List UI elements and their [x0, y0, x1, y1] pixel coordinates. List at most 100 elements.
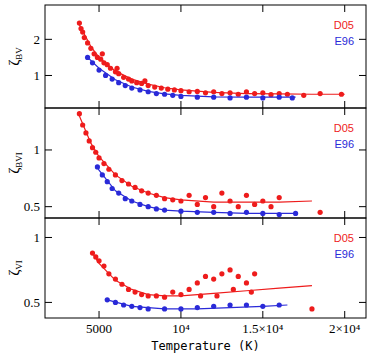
x-tick: [180, 108, 181, 115]
y-tick: [359, 237, 366, 238]
y-axis-label: ζBVI: [6, 152, 24, 174]
data-point: [244, 210, 249, 215]
data-point: [219, 91, 224, 96]
x-tick: [344, 5, 345, 12]
y-tick: [359, 39, 366, 40]
data-point: [195, 202, 200, 207]
x-axis-label: Temperature (K): [151, 339, 259, 353]
x-tick: [180, 5, 181, 12]
data-point: [301, 93, 306, 98]
x-tick: [180, 218, 181, 225]
y-tick-label: 1: [34, 68, 41, 83]
data-point: [277, 195, 282, 200]
data-point: [211, 276, 216, 281]
data-point: [309, 306, 314, 311]
data-point: [252, 271, 257, 276]
plot-frame: [45, 5, 366, 108]
y-tick-label: 1: [34, 142, 41, 157]
data-point: [236, 204, 241, 209]
data-point: [187, 193, 192, 198]
y-label-subscript: BV: [14, 47, 24, 60]
panel: 1 2 ζBV D05 E96: [6, 5, 366, 108]
x-tick: [99, 5, 100, 12]
data-point: [203, 274, 208, 279]
y-tick: [359, 206, 366, 207]
data-point: [290, 95, 295, 100]
data-point: [268, 92, 273, 97]
legend-label: E96: [334, 35, 354, 47]
fit-line: [97, 168, 295, 213]
x-tick: [344, 218, 345, 225]
fit-line: [79, 25, 344, 94]
data-point: [195, 280, 200, 285]
data-point: [236, 92, 241, 97]
y-tick: [45, 302, 52, 303]
y-tick: [45, 149, 52, 150]
x-tick: [344, 108, 345, 115]
data-area: [77, 111, 323, 217]
x-tick: [262, 101, 263, 108]
data-point: [260, 95, 265, 100]
y-tick: [359, 75, 366, 76]
data-point: [219, 271, 224, 276]
fit-line: [88, 57, 296, 97]
legend-label: D05: [334, 232, 354, 244]
data-point: [219, 190, 224, 195]
legend-label: D05: [334, 19, 354, 31]
data-point: [268, 204, 273, 209]
data-point: [195, 95, 200, 100]
data-point: [260, 198, 265, 203]
data-area: [77, 20, 345, 100]
x-tick: [262, 218, 263, 225]
y-axis-label: ζBV: [6, 47, 24, 66]
data-point: [244, 280, 249, 285]
x-tick-label: 2×10⁴: [329, 321, 361, 336]
x-tick: [99, 101, 100, 108]
y-tick: [359, 149, 366, 150]
data-point: [203, 90, 208, 95]
x-tick-label: 5000: [86, 321, 112, 336]
y-tick-label: 0.5: [24, 199, 40, 214]
y-tick: [45, 237, 52, 238]
data-point: [227, 198, 232, 203]
plot-frame: [45, 218, 366, 318]
data-point: [318, 91, 323, 96]
legend-label: E96: [334, 248, 354, 260]
data-point: [260, 90, 265, 95]
x-tick: [344, 101, 345, 108]
fit-line: [107, 300, 287, 309]
x-tick: [99, 311, 100, 318]
plot-frame: [45, 108, 366, 218]
data-point: [277, 212, 282, 217]
x-tick: [99, 218, 100, 225]
panel: 0.51ζBVID05E96: [6, 108, 366, 218]
data-point: [227, 302, 232, 307]
x-tick: [262, 311, 263, 318]
x-tick: [344, 311, 345, 318]
y-tick: [45, 206, 52, 207]
y-tick-label: 2: [34, 32, 41, 47]
data-point: [236, 274, 241, 279]
y-label-subscript: VI: [14, 260, 24, 270]
data-point: [227, 267, 232, 272]
data-point: [227, 95, 232, 100]
y-tick: [359, 302, 366, 303]
y-tick-label: 0.5: [24, 295, 40, 310]
x-tick: [180, 101, 181, 108]
data-point: [172, 87, 177, 92]
data-point: [203, 195, 208, 200]
x-tick: [99, 211, 100, 218]
y-tick: [45, 75, 52, 76]
x-tick-label: 10⁴: [172, 321, 190, 336]
x-tick: [262, 108, 263, 115]
x-tick: [99, 108, 100, 115]
data-point: [244, 193, 249, 198]
legend-label: D05: [334, 122, 354, 134]
data-point: [170, 289, 175, 294]
y-axis-label: ζVI: [6, 260, 24, 276]
x-tick: [262, 5, 263, 12]
data-point: [187, 287, 192, 292]
figure: 1 2 ζBV D05 E96 0.5 1 ζBVI D05 E96 5000 10⁴ 1.5×10⁴ 2…: [0, 0, 375, 356]
x-tick-label: 1.5×10⁴: [242, 321, 284, 336]
data-point: [100, 51, 105, 56]
